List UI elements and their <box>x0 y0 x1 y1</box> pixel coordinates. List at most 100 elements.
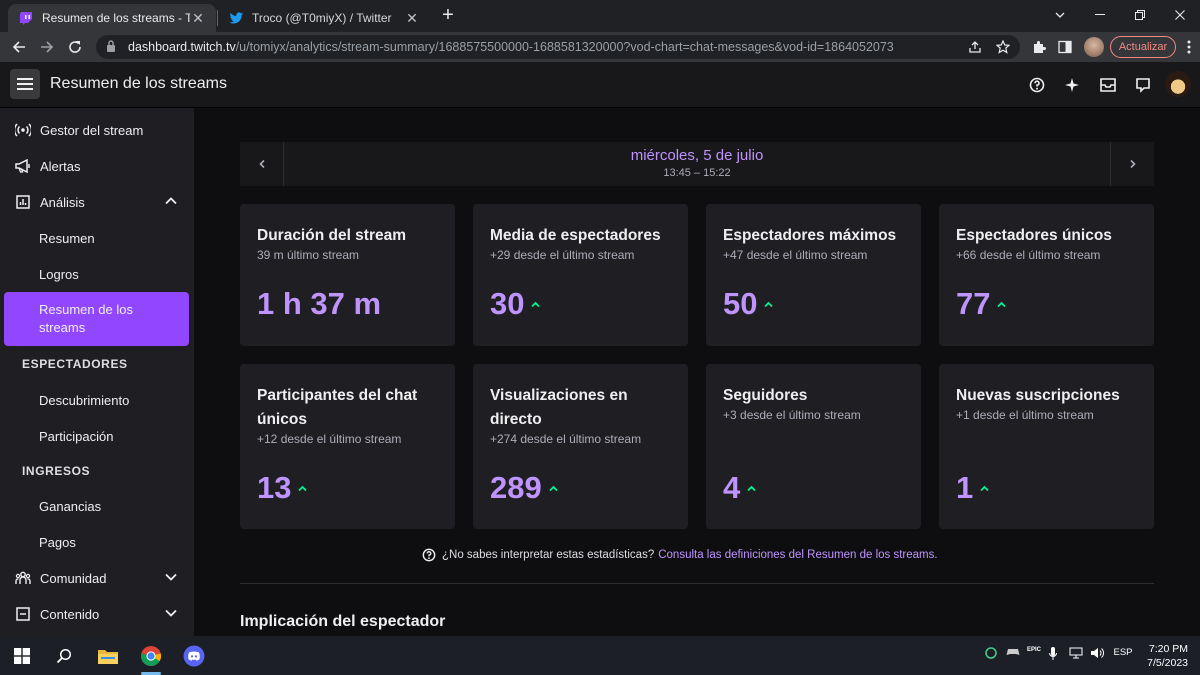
sidebar-item-alerts[interactable]: Alertas <box>4 148 190 184</box>
tab-search-chevron-icon[interactable] <box>1040 0 1080 30</box>
previous-stream-chevron-left-icon[interactable] <box>240 142 284 186</box>
twitter-favicon-icon <box>228 10 244 26</box>
sidebar-item-earnings[interactable]: Ganancias <box>4 488 190 524</box>
browser-tab-twitter[interactable]: Troco (@T0miyX) / Twitter ✕ <box>218 4 430 32</box>
stat-value: 289 <box>490 470 558 506</box>
help-icon[interactable] <box>1026 74 1048 96</box>
restore-icon[interactable] <box>1120 0 1160 30</box>
browser-tabstrip: Resumen de los streams - Twitch ✕ Troco … <box>0 0 1200 32</box>
file-explorer-icon[interactable] <box>94 642 122 670</box>
trend-up-icon <box>997 300 1007 309</box>
community-icon <box>14 569 32 587</box>
address-bar[interactable]: dashboard.twitch.tv/u/tomiyx/analytics/s… <box>96 35 1020 59</box>
sidebar-item-analytics[interactable]: Análisis <box>4 184 190 220</box>
sidebar-item-payouts[interactable]: Pagos <box>4 524 190 560</box>
volume-icon[interactable] <box>1089 647 1105 659</box>
kebab-menu-icon[interactable] <box>1178 36 1200 58</box>
epic-games-icon[interactable]: EPIC <box>1027 647 1042 653</box>
active-app-indicator <box>141 672 161 675</box>
sidebar-item-content[interactable]: Contenido <box>4 596 190 632</box>
side-panel-icon[interactable] <box>1054 36 1076 58</box>
reload-icon[interactable] <box>64 36 86 58</box>
stat-value: 1 h 37 m <box>257 286 382 321</box>
sidebar-item-summary[interactable]: Resumen <box>4 220 190 256</box>
whispers-icon[interactable] <box>1132 74 1154 96</box>
sidebar-item-label: Alertas <box>40 158 81 174</box>
sidebar-item-discovery[interactable]: Descubrimiento <box>4 382 190 418</box>
bookmark-star-icon[interactable] <box>992 36 1014 58</box>
trend-up-icon <box>298 484 308 493</box>
sidebar: Gestor del stream Alertas Análisis Resum… <box>0 108 194 636</box>
share-icon[interactable] <box>964 36 986 58</box>
url-text: dashboard.twitch.tv/u/tomiyx/analytics/s… <box>128 40 894 54</box>
stat-comparison: 39 m último stream <box>257 248 360 262</box>
definitions-link[interactable]: Consulta las definiciones del Resumen de… <box>658 549 938 561</box>
stream-date: miércoles, 5 de julio <box>630 147 764 164</box>
stat-card-followers: Seguidores +3 desde el último stream 4 <box>706 364 921 529</box>
trend-up-icon <box>980 484 989 493</box>
stat-card-unique-chatters: Participantes del chat únicos +12 desde … <box>240 364 455 529</box>
trend-up-icon <box>531 300 541 309</box>
close-tab-icon[interactable]: ✕ <box>192 9 204 26</box>
page-title: Resumen de los streams <box>50 75 227 92</box>
inbox-icon[interactable] <box>1097 74 1119 96</box>
content-icon <box>14 605 32 623</box>
back-arrow-icon[interactable] <box>8 36 30 58</box>
tray-controller-icon[interactable] <box>1005 647 1021 657</box>
language-indicator[interactable]: ESP <box>1113 647 1133 658</box>
stat-card-live-views: Visualizaciones en directo +274 desde el… <box>473 364 688 529</box>
new-tab-plus-icon[interactable]: + <box>442 4 454 26</box>
sidebar-item-label: Participación <box>39 428 114 444</box>
user-avatar[interactable] <box>1165 71 1191 97</box>
chrome-icon[interactable] <box>137 642 165 670</box>
discord-icon[interactable] <box>180 642 208 670</box>
stat-title: Espectadores máximos <box>723 227 897 244</box>
sidebar-item-label: Ganancias <box>39 498 102 514</box>
browser-profile-avatar[interactable] <box>1084 37 1104 57</box>
sidebar-item-engagement[interactable]: Participación <box>4 418 190 454</box>
browser-tab-twitch[interactable]: Resumen de los streams - Twitch ✕ <box>8 4 216 32</box>
close-window-icon[interactable] <box>1160 0 1200 30</box>
stat-value: 50 <box>723 286 774 322</box>
stat-comparison: +274 desde el último stream <box>490 432 642 446</box>
minimize-icon[interactable] <box>1080 0 1120 30</box>
next-stream-chevron-right-icon[interactable] <box>1110 142 1154 186</box>
tab-separator <box>217 10 218 26</box>
windows-taskbar: EPIC ESP 7:20 PM 7/5/2023 <box>0 636 1200 675</box>
chevron-down-icon[interactable] <box>164 606 178 620</box>
hamburger-menu-icon[interactable] <box>10 69 40 99</box>
extensions-puzzle-icon[interactable] <box>1028 36 1050 58</box>
update-button[interactable]: Actualizar <box>1110 36 1176 58</box>
search-icon[interactable] <box>50 642 78 670</box>
close-tab-icon[interactable]: ✕ <box>406 9 418 26</box>
broadcast-icon <box>14 121 32 139</box>
sidebar-item-stream-summary[interactable]: Resumen de los streams <box>4 292 189 346</box>
browser-toolbar: dashboard.twitch.tv/u/tomiyx/analytics/s… <box>0 32 1200 62</box>
date-selector: miércoles, 5 de julio 13:45 – 15:22 <box>240 142 1154 186</box>
dashboard-header: Resumen de los streams <box>0 62 1200 108</box>
tray-app-icon[interactable] <box>984 647 998 659</box>
twitch-favicon-icon <box>18 10 34 26</box>
sidebar-item-stream-manager[interactable]: Gestor del stream <box>4 112 190 148</box>
clock-time: 7:20 PM <box>1148 643 1188 655</box>
megaphone-icon <box>14 157 32 175</box>
sparkle-icon[interactable] <box>1061 74 1083 96</box>
sidebar-item-achievements[interactable]: Logros <box>4 256 190 292</box>
stat-comparison: +66 desde el último stream <box>956 248 1101 262</box>
microphone-icon[interactable] <box>1047 647 1059 661</box>
sidebar-item-label: Gestor del stream <box>40 122 144 138</box>
windows-start-icon[interactable] <box>8 642 36 670</box>
bar-chart-icon <box>14 193 32 211</box>
chevron-down-icon[interactable] <box>164 570 178 584</box>
tab-title: Troco (@T0miyX) / Twitter <box>252 11 392 25</box>
sidebar-item-community[interactable]: Comunidad <box>4 560 190 596</box>
taskbar-clock[interactable]: 7:20 PM 7/5/2023 <box>1138 642 1188 670</box>
stat-value: 1 <box>956 470 989 506</box>
forward-arrow-icon[interactable] <box>36 36 58 58</box>
network-icon[interactable] <box>1068 647 1084 659</box>
stat-card-new-subscriptions: Nuevas suscripciones +1 desde el último … <box>939 364 1154 529</box>
chevron-up-icon[interactable] <box>164 194 178 208</box>
trend-up-icon <box>764 300 774 309</box>
divider <box>240 583 1154 584</box>
sidebar-item-label: Resumen <box>39 230 95 246</box>
